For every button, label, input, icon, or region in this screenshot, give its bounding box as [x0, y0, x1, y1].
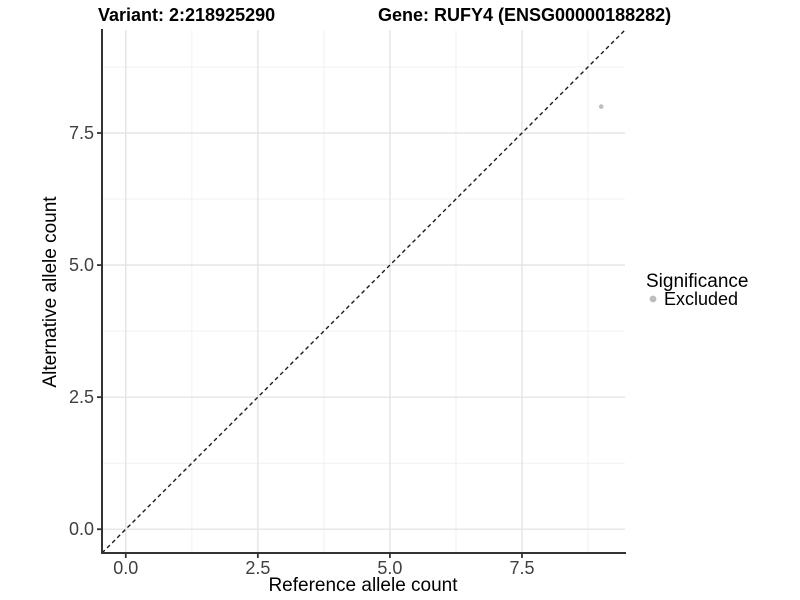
y-axis-tick-label: 7.5 — [69, 123, 94, 143]
data-point — [598, 104, 604, 109]
plot-title-variant: Variant: 2:218925290 — [98, 5, 275, 25]
y-axis-tick-label: 2.5 — [69, 387, 94, 407]
identity-dashed-line — [101, 29, 626, 554]
x-axis-tick-label: 0.0 — [113, 558, 138, 578]
y-axis-title: Alternative allele count — [40, 196, 61, 388]
x-axis-tick-label: 7.5 — [509, 558, 534, 578]
x-axis-title: Reference allele count — [268, 575, 458, 596]
plot-title-gene: Gene: RUFY4 (ENSG00000188282) — [378, 5, 671, 25]
plot-panel: 0.0 2.5 5.0 7.5 0.0 2.5 5.0 7.5 — [69, 29, 626, 578]
legend-key-point-icon — [649, 295, 657, 303]
y-axis-tick-label: 0.0 — [69, 519, 94, 539]
x-axis-tick-label: 2.5 — [245, 558, 270, 578]
legend: Significance Excluded — [646, 271, 748, 309]
y-axis-tick-label: 5.0 — [69, 255, 94, 275]
legend-title: Significance — [646, 271, 748, 292]
legend-entry-label: Excluded — [664, 289, 738, 309]
x-axis-tick-label: 5.0 — [377, 558, 402, 578]
